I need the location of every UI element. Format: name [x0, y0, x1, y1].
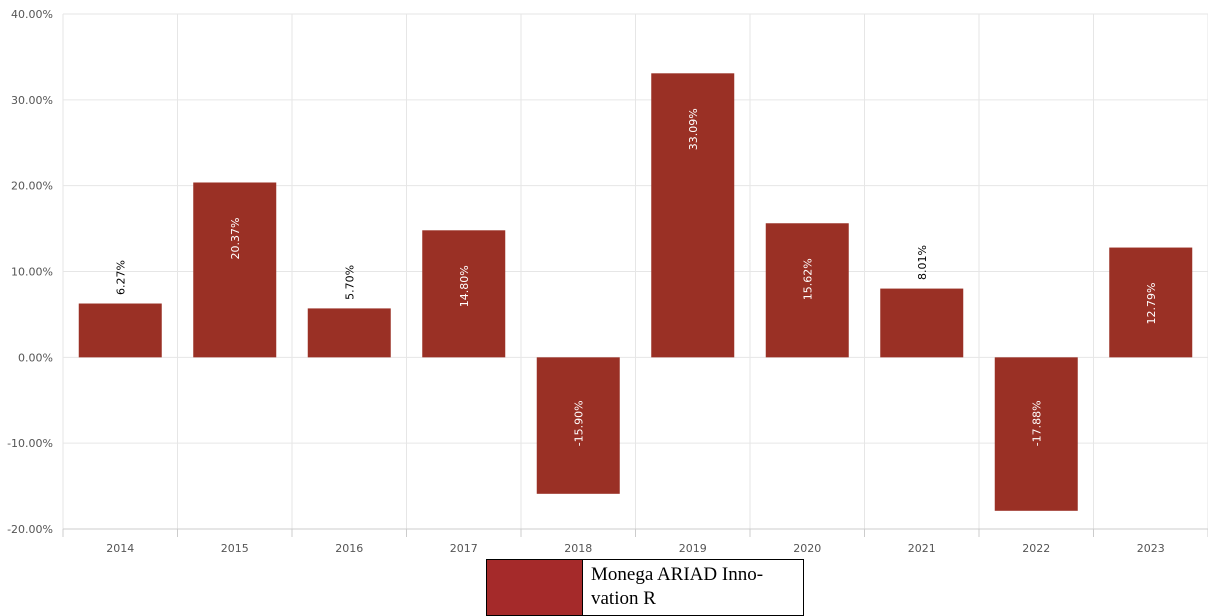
data-label: 12.79%: [1145, 283, 1158, 325]
y-tick-label: 20.00%: [11, 180, 53, 193]
x-tick-label: 2021: [908, 542, 936, 555]
data-label: 5.70%: [343, 265, 356, 300]
y-tick-label: 0.00%: [18, 351, 53, 364]
x-tick-label: 2018: [564, 542, 592, 555]
data-label: -15.90%: [572, 400, 585, 446]
bar: [307, 308, 391, 358]
legend: Monega ARIAD Inno-vation R: [486, 559, 804, 616]
x-tick-label: 2014: [106, 542, 134, 555]
x-tick-label: 2016: [335, 542, 363, 555]
bar: [994, 357, 1078, 511]
bar: [422, 230, 506, 358]
y-tick-label: 40.00%: [11, 8, 53, 21]
bar: [536, 357, 620, 494]
data-label: -17.88%: [1030, 400, 1043, 446]
x-tick-label: 2020: [793, 542, 821, 555]
bar: [78, 303, 162, 358]
data-label: 33.09%: [687, 108, 700, 150]
data-label: 20.37%: [229, 218, 242, 260]
data-label: 15.62%: [801, 258, 814, 300]
bar: [765, 223, 849, 358]
x-tick-label: 2019: [679, 542, 707, 555]
y-tick-label: -10.00%: [7, 437, 53, 450]
y-tick-label: 30.00%: [11, 94, 53, 107]
legend-label: Monega ARIAD Inno-vation R: [591, 564, 764, 609]
x-tick-label: 2015: [221, 542, 249, 555]
bar-chart: 40.00% 30.00% 20.00% 10.00% 0.00% -10.00% -20.…: [7, 8, 1208, 555]
y-tick-label: 10.00%: [11, 266, 53, 279]
data-label: 8.01%: [916, 245, 929, 280]
x-tick-label: 2017: [450, 542, 478, 555]
bar: [193, 182, 277, 358]
bar: [880, 288, 964, 358]
x-tick-label: 2023: [1137, 542, 1165, 555]
x-tick-label: 2022: [1022, 542, 1050, 555]
data-label: 6.27%: [114, 260, 127, 295]
bar: [651, 73, 735, 358]
data-label: 14.80%: [458, 265, 471, 307]
y-tick-label: -20.00%: [7, 523, 53, 536]
bar: [1109, 247, 1193, 358]
legend-swatch: [487, 560, 583, 615]
